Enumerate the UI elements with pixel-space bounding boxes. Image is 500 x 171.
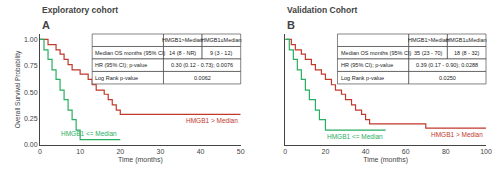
svg-text:20: 20 — [116, 148, 124, 155]
svg-text:HMGB1 <= Median: HMGB1 <= Median — [61, 130, 117, 137]
svg-text:0: 0 — [38, 148, 42, 155]
svg-text:0.30 (0.12 - 0.73); 0.0076: 0.30 (0.12 - 0.73); 0.0076 — [171, 62, 233, 68]
svg-text:40: 40 — [362, 148, 370, 155]
svg-text:HMGB1>Median: HMGB1>Median — [408, 37, 449, 43]
svg-text:0.0250: 0.0250 — [439, 75, 456, 81]
svg-text:40: 40 — [197, 148, 205, 155]
svg-text:Overall Survival Probability: Overall Survival Probability — [14, 50, 22, 128]
svg-text:Exploratory cohort: Exploratory cohort — [42, 5, 118, 15]
svg-text:10: 10 — [76, 148, 84, 155]
svg-text:20: 20 — [322, 148, 330, 155]
svg-text:HMGB1>Median: HMGB1>Median — [162, 37, 203, 43]
svg-text:Log Rank p-value: Log Rank p-value — [95, 75, 138, 81]
svg-text:HR (95% CI); p-value: HR (95% CI); p-value — [341, 62, 393, 68]
svg-text:HMGB1 > Median: HMGB1 > Median — [431, 131, 483, 138]
svg-text:0.75: 0.75 — [24, 62, 38, 69]
svg-text:HMGB1≤Median: HMGB1≤Median — [446, 37, 487, 43]
svg-text:Validation Cohort: Validation Cohort — [287, 5, 358, 15]
svg-text:18 (8 - 32): 18 (8 - 32) — [454, 50, 480, 56]
svg-text:35 (23 - 70): 35 (23 - 70) — [414, 50, 443, 56]
svg-text:14 (8 - NR): 14 (8 - NR) — [169, 50, 196, 56]
svg-text:1.00: 1.00 — [24, 36, 38, 43]
svg-text:0.25: 0.25 — [24, 115, 38, 122]
svg-text:Median OS months (95% CI): Median OS months (95% CI) — [95, 50, 165, 56]
svg-text:HMGB1≤Median: HMGB1≤Median — [201, 37, 242, 43]
svg-text:0.00: 0.00 — [24, 141, 38, 148]
svg-text:50: 50 — [237, 148, 245, 155]
svg-text:0: 0 — [283, 148, 287, 155]
svg-text:Log Rank p-value: Log Rank p-value — [341, 75, 384, 81]
svg-text:60: 60 — [402, 148, 410, 155]
svg-text:80: 80 — [442, 148, 450, 155]
svg-text:A: A — [42, 19, 50, 31]
svg-text:100: 100 — [480, 148, 492, 155]
svg-text:Time (months): Time (months) — [118, 156, 163, 164]
svg-text:Time (months): Time (months) — [363, 156, 408, 164]
svg-text:HMGB1 > Median: HMGB1 > Median — [186, 117, 238, 124]
svg-text:Median OS months (95% CI): Median OS months (95% CI) — [341, 50, 411, 56]
svg-text:30: 30 — [157, 148, 165, 155]
svg-text:0.50: 0.50 — [24, 89, 38, 96]
svg-text:HMGB1 <= Median: HMGB1 <= Median — [327, 133, 383, 140]
svg-text:HR (95% CI); p-value: HR (95% CI); p-value — [95, 62, 147, 68]
svg-text:9 (3 - 12): 9 (3 - 12) — [210, 50, 232, 56]
svg-text:0.0062: 0.0062 — [194, 75, 211, 81]
svg-text:0.39 (0.17 - 0.90); 0.0288: 0.39 (0.17 - 0.90); 0.0288 — [416, 62, 478, 68]
svg-text:B: B — [287, 19, 295, 31]
